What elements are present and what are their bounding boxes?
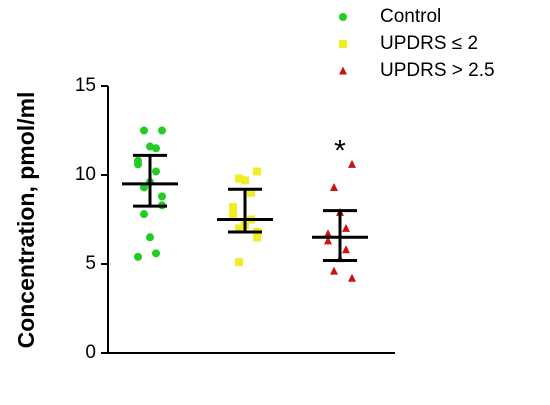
annotation: *	[334, 134, 346, 167]
legend-marker	[339, 13, 347, 21]
point	[158, 192, 166, 201]
legend-marker	[339, 66, 347, 75]
y-tick-label: 0	[85, 342, 96, 363]
point	[152, 144, 160, 153]
legend-marker	[339, 40, 347, 48]
point	[134, 252, 142, 261]
point	[134, 160, 142, 169]
point	[229, 203, 237, 212]
point	[140, 126, 148, 135]
point	[140, 183, 148, 192]
point	[146, 233, 154, 242]
point	[235, 174, 243, 183]
point	[146, 142, 154, 151]
y-tick-label: 10	[75, 164, 96, 185]
point	[140, 210, 148, 219]
legend-label: UPDRS ≤ 2	[380, 33, 478, 54]
y-axis-label: Concentration, pmol/ml	[13, 92, 39, 349]
point	[158, 126, 166, 135]
point	[229, 210, 237, 219]
point	[324, 236, 332, 245]
legend-label: UPDRS > 2.5	[380, 60, 495, 81]
point	[348, 273, 356, 282]
point	[253, 233, 261, 242]
point	[235, 224, 243, 233]
point	[342, 245, 350, 254]
point	[247, 188, 255, 197]
legend-label: Control	[380, 6, 441, 27]
y-tick-label: 5	[85, 253, 96, 274]
point	[330, 266, 338, 275]
y-tick-label: 15	[75, 75, 96, 96]
point	[348, 159, 356, 168]
point	[253, 167, 261, 176]
point	[330, 182, 338, 191]
point	[324, 229, 332, 238]
point	[342, 223, 350, 232]
point	[152, 167, 160, 176]
point	[152, 249, 160, 258]
point	[235, 258, 243, 267]
point	[241, 176, 249, 185]
